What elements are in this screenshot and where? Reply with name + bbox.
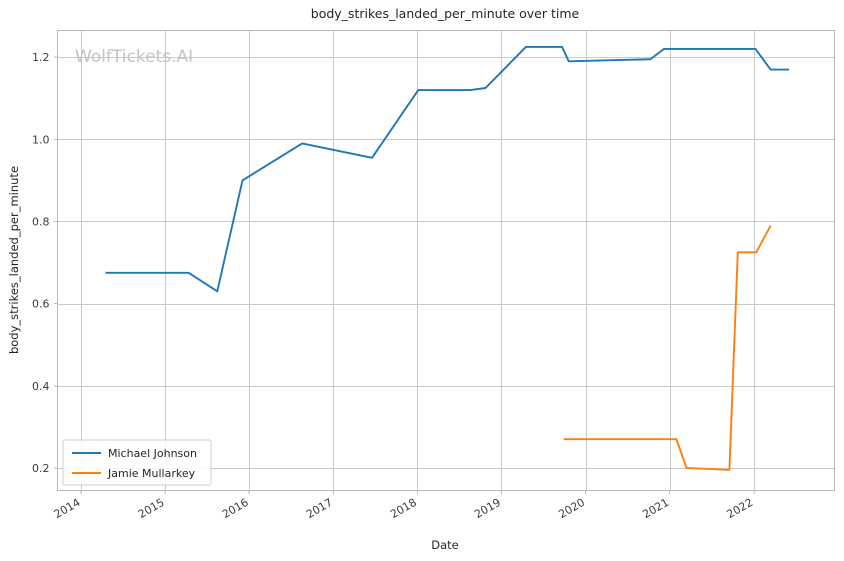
y-axis-tick-labels: 0.2 0.4 0.6 0.8 1.0 1.2 bbox=[32, 51, 58, 475]
y-axis-label: body_strikes_landed_per_minute bbox=[7, 166, 21, 354]
y-tick-label: 1.2 bbox=[32, 51, 50, 64]
series-line-1 bbox=[105, 45, 790, 293]
plot-area-background bbox=[57, 30, 835, 491]
y-tick-label: 0.4 bbox=[32, 380, 50, 393]
y-tick-label: 0.2 bbox=[32, 462, 50, 475]
watermark-label: WolfTickets.AI bbox=[75, 47, 193, 67]
y-tick-label: 1.0 bbox=[32, 133, 50, 146]
y-tick-label: 0.8 bbox=[32, 215, 50, 228]
series-line-2 bbox=[563, 225, 772, 471]
legend-label-2[interactable]: Jamie Mullarkey bbox=[107, 467, 196, 480]
chart-title: body_strikes_landed_per_minute over time bbox=[311, 6, 580, 21]
plot-frame bbox=[57, 30, 835, 491]
x-axis-label: Date bbox=[431, 538, 459, 552]
legend-label-1[interactable]: Michael Johnson bbox=[108, 447, 197, 460]
series-lines bbox=[105, 45, 790, 471]
x-axis-tick-labels: 2014 2015 2016 2017 2018 2019 2020 2021 2022 bbox=[52, 490, 755, 521]
y-tick-label: 0.6 bbox=[32, 298, 50, 311]
chart-legend[interactable]: Michael Johnson Jamie Mullarkey bbox=[62, 439, 212, 486]
